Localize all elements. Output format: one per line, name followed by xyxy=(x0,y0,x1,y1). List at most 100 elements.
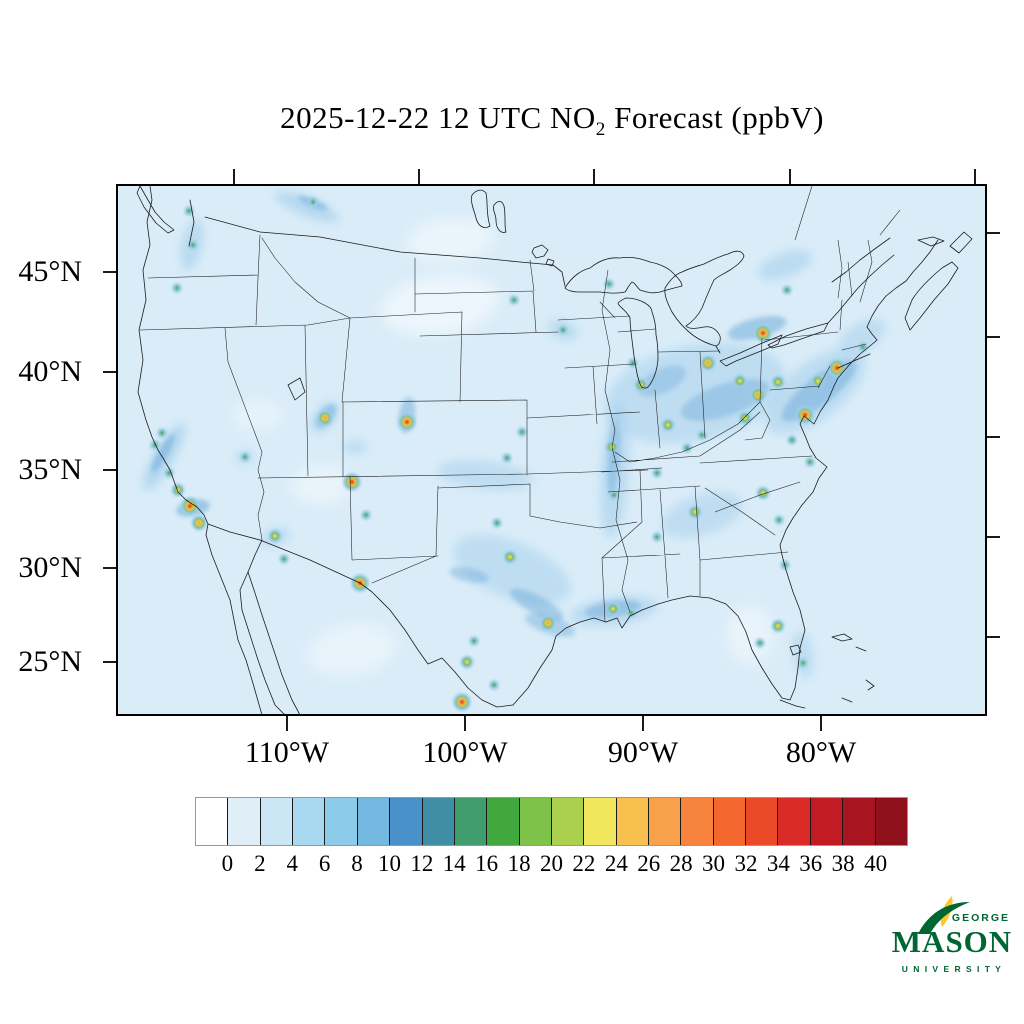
city-hotspot-milwaukee xyxy=(628,358,638,368)
city-hotspot-harrisburg xyxy=(771,375,785,389)
colorbar-tick-label: 22 xyxy=(572,851,596,876)
city-hotspot-fargo xyxy=(509,295,519,305)
figure-title: 2025-12-22 12 UTC NO2 Forecast (ppbV) xyxy=(80,100,1024,141)
city-hotspot-toronto xyxy=(754,324,772,342)
city-hotspot-san-antonio xyxy=(460,655,474,669)
city-hotspot-detroit xyxy=(700,355,716,371)
no2-plume xyxy=(792,631,814,679)
colorbar-tick-label: 2 xyxy=(254,851,266,876)
city-hotspot-atlanta xyxy=(688,505,702,519)
city-hotspot-bakersfield xyxy=(171,483,185,497)
city-hotspot-las-vegas xyxy=(240,452,250,462)
colorbar-tick-label: 10 xyxy=(377,851,401,876)
city-hotspot-nashville xyxy=(652,468,662,478)
city-hotspot-dallas-fort-worth xyxy=(503,550,517,564)
colorbar-cell xyxy=(487,798,520,845)
city-hotspot-albuquerque xyxy=(343,473,361,491)
colorado-river xyxy=(247,539,263,573)
no2-plume xyxy=(758,250,812,280)
colorbar-tick-label: 40 xyxy=(864,851,888,876)
colorbar-tick-label: 14 xyxy=(442,851,466,876)
no2-plume xyxy=(680,379,770,421)
city-hotspot-cincinnati xyxy=(697,430,707,440)
state-borders xyxy=(139,185,901,623)
logo-george-text: GEORGE xyxy=(952,912,1010,924)
colorbar-tick-label: 32 xyxy=(734,851,758,876)
no2-plume xyxy=(405,217,495,263)
colorbar-tick-label: 8 xyxy=(351,851,363,876)
map-frame xyxy=(116,184,987,716)
colorbar-tick-label: 34 xyxy=(766,851,790,876)
lon-tick-label: 80°W xyxy=(785,736,857,769)
colorbar-cell xyxy=(681,798,714,845)
city-hotspot-fresno xyxy=(164,468,174,478)
lat-tick-label: 40°N xyxy=(18,355,82,388)
city-hotspot-washington-baltimore xyxy=(796,406,814,424)
long-island xyxy=(837,353,871,369)
colorbar-cell xyxy=(778,798,811,845)
lake-okeechobee xyxy=(789,644,802,656)
city-hotspot-austin xyxy=(469,636,479,646)
city-hotspot-seattle xyxy=(188,240,198,250)
lon-tick-label: 90°W xyxy=(607,736,679,769)
puget-sound xyxy=(188,199,195,247)
no2-plume xyxy=(453,535,571,605)
no2-plume xyxy=(290,465,354,505)
colorbar-tick-label: 4 xyxy=(286,851,298,876)
lake-of-the-woods xyxy=(531,244,555,267)
colorbar-cell xyxy=(260,798,294,845)
colorbar-tick-label: 30 xyxy=(702,851,726,876)
vancouver-island xyxy=(136,185,175,234)
colorbar-cell xyxy=(810,798,844,845)
city-hotspot-memphis xyxy=(609,490,619,500)
no2-plume xyxy=(661,491,743,539)
city-hotspot-tucson xyxy=(279,554,289,564)
city-hotspot-phoenix xyxy=(268,529,282,543)
city-hotspot-birmingham xyxy=(652,532,662,542)
no2-plume xyxy=(343,440,367,454)
city-hotspot-philadelphia xyxy=(811,374,825,388)
city-hotspot-new-orleans xyxy=(626,608,636,618)
colorbar-cell xyxy=(843,798,876,845)
colorbar-cell xyxy=(551,798,585,845)
city-hotspot-orlando xyxy=(771,619,785,633)
colorbar-cell xyxy=(454,798,488,845)
colorbar-cell xyxy=(875,798,907,845)
city-hotspot-minneapolis xyxy=(558,325,568,335)
lat-tick-label: 25°N xyxy=(18,645,82,678)
city-hotspot-norfolk xyxy=(805,457,815,467)
city-hotspot-salt-lake-city xyxy=(317,410,333,426)
city-hotspot-boston xyxy=(858,342,868,352)
logo-green-leaf-icon xyxy=(918,902,970,934)
title-subscript: 2 xyxy=(595,119,606,141)
baja-gulf-of-california-coastline xyxy=(239,571,301,715)
no2-plume xyxy=(231,399,283,431)
prince-edward-island xyxy=(917,236,945,247)
no2-plume xyxy=(726,605,774,665)
lake-michigan xyxy=(617,297,659,389)
lake-winnipeg xyxy=(471,189,507,233)
colorbar-cell xyxy=(196,798,229,845)
city-hotspot-pittsburgh xyxy=(750,387,766,403)
st-lawrence-river xyxy=(827,237,895,324)
colorbar-tick-label: 16 xyxy=(475,851,499,876)
pacific-coastline xyxy=(137,185,263,715)
city-hotspot-tampa xyxy=(755,638,765,648)
city-hotspot-san-francisco xyxy=(150,440,160,450)
colorbar-tick-label: 28 xyxy=(669,851,693,876)
city-hotspot-new-york xyxy=(828,359,846,377)
great-salt-lake xyxy=(287,377,306,401)
no2-plume xyxy=(437,460,533,490)
no2-plume xyxy=(449,566,489,584)
lake-huron xyxy=(664,250,745,347)
city-hotspot-columbus xyxy=(738,411,752,425)
nova-scotia xyxy=(904,261,959,331)
city-hotspot-indianapolis xyxy=(661,418,675,432)
no2-plume xyxy=(151,433,175,473)
colorbar-cell xyxy=(713,798,747,845)
city-hotspot-oklahoma-city xyxy=(492,518,502,528)
city-hotspot-denver xyxy=(398,413,416,431)
gulf-and-atlantic-coastline xyxy=(512,239,939,706)
colorbar-tick-label: 24 xyxy=(604,851,628,876)
colorbar-cell xyxy=(746,798,779,845)
